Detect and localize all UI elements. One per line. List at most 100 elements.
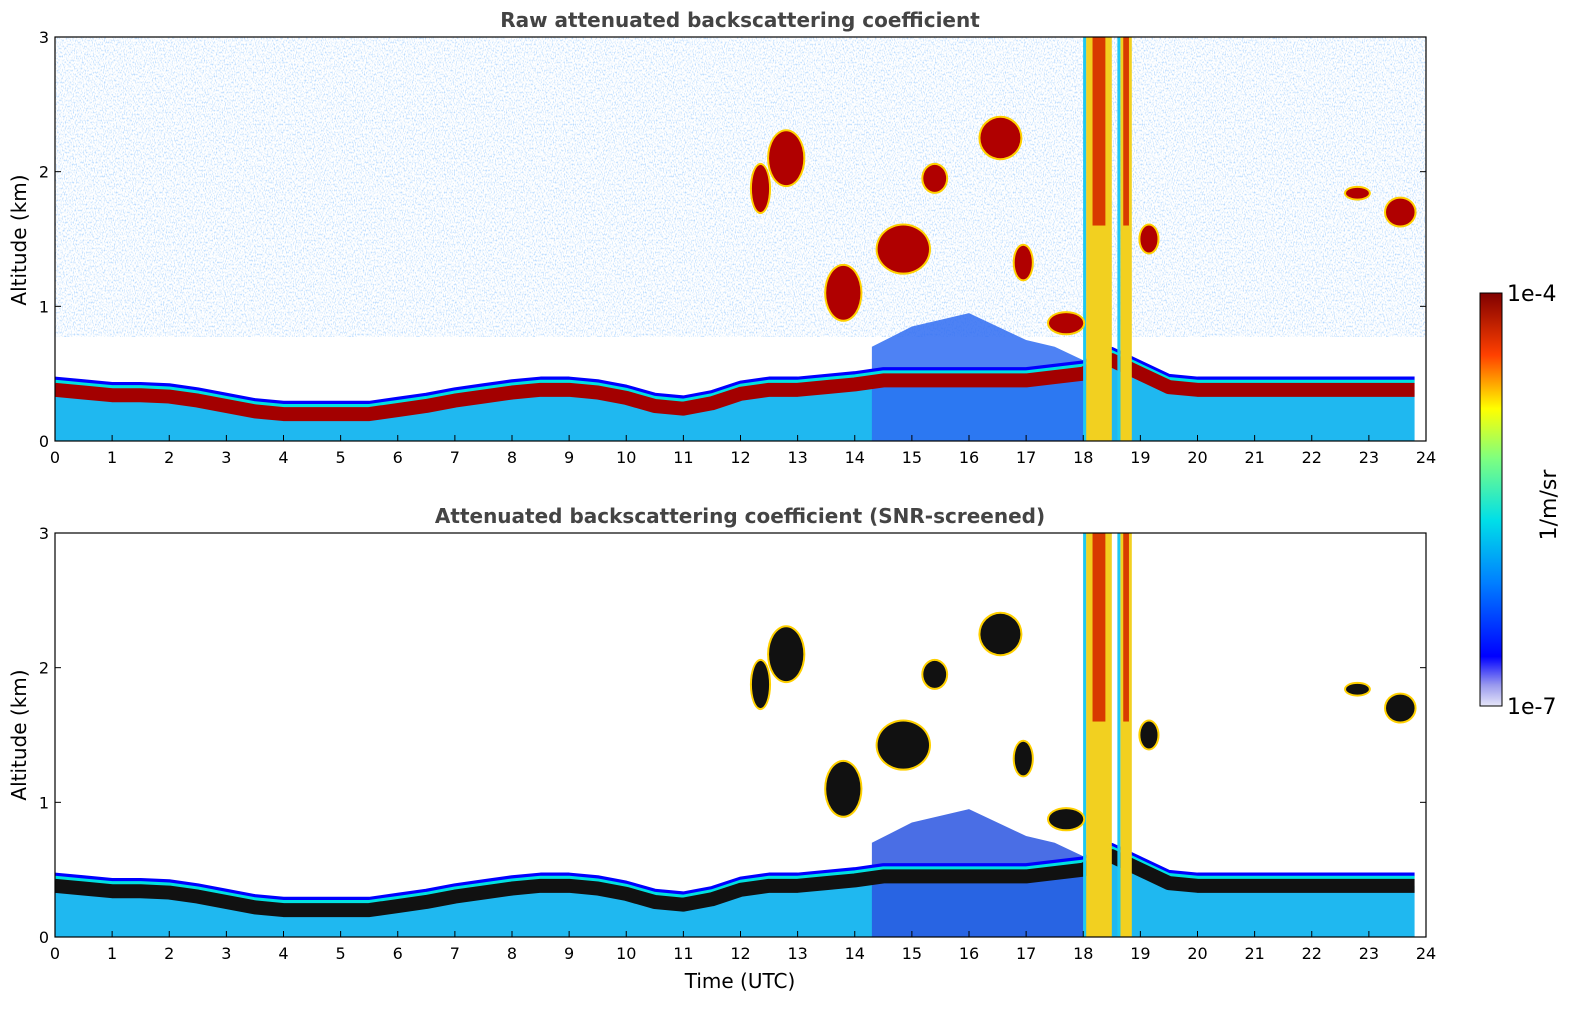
boundary-layer-top: [55, 353, 1415, 422]
x-tick-label: 14: [845, 944, 865, 963]
plot1-features: [55, 37, 1417, 441]
x-tick-label: 11: [673, 448, 693, 467]
precipitation-core: [1123, 533, 1129, 722]
y-tick-label: 2: [39, 163, 49, 182]
precipitation-core: [1092, 533, 1106, 722]
plot1-area: [55, 37, 1426, 441]
x-tick-label: 15: [902, 448, 922, 467]
x-tick-label: 0: [50, 944, 60, 963]
x-tick-label: 24: [1416, 448, 1436, 467]
layer-top-edge: [55, 842, 1415, 902]
x-tick-label: 10: [616, 944, 636, 963]
cloud: [1386, 694, 1415, 722]
cloud: [1014, 741, 1032, 776]
x-tick-label: 2: [164, 944, 174, 963]
x-tick-label: 17: [1016, 448, 1036, 467]
precipitation-column: [1120, 533, 1132, 937]
x-tick-label: 1: [107, 944, 117, 963]
x-tick-label: 19: [1130, 944, 1150, 963]
cloud: [1048, 313, 1084, 334]
x-tick-label: 6: [393, 448, 403, 467]
plot2-features: [55, 533, 1417, 937]
precipitation-edge: [1117, 37, 1121, 441]
x-tick-label: 23: [1359, 448, 1379, 467]
x-tick-label: 13: [787, 448, 807, 467]
x-tick-label: 18: [1073, 944, 1093, 963]
x-tick-label: 1: [107, 448, 117, 467]
cloud: [1048, 809, 1084, 830]
plot2-y-axis-label: Altitude (km): [7, 669, 31, 800]
x-tick-label: 7: [450, 944, 460, 963]
x-tick-label: 15: [902, 944, 922, 963]
x-tick-label: 6: [393, 944, 403, 963]
plot1-axes: 0 1 2 3 4 5 6 7 8 9 10 11 12 13 14 15 16 17 18 19 20 21 22 23 24…: [39, 28, 1436, 467]
colorbar: 1e-4 1e-7 1/m/sr: [1479, 282, 1562, 720]
x-tick-label: 5: [336, 448, 346, 467]
x-tick-label: 9: [564, 944, 574, 963]
y-tick-label: 2: [39, 659, 49, 678]
x-tick-label: 14: [845, 448, 865, 467]
x-tick-label: 0: [50, 448, 60, 467]
x-tick-label: 20: [1187, 448, 1207, 467]
colorbar-gradient: [1479, 292, 1503, 707]
x-tick-label: 11: [673, 944, 693, 963]
cloud: [769, 131, 804, 186]
plot2-background: [55, 533, 1426, 937]
layer-top-transition: [55, 350, 1415, 408]
x-tick-label: 17: [1016, 944, 1036, 963]
cloud: [980, 117, 1021, 159]
y-tick-label: 0: [39, 432, 49, 451]
cloud: [1346, 187, 1369, 199]
precipitation-edge: [1083, 37, 1087, 441]
x-tick-label: 10: [616, 448, 636, 467]
x-tick-label: 18: [1073, 448, 1093, 467]
x-tick-label: 5: [336, 944, 346, 963]
cloud: [769, 627, 804, 682]
x-tick-label: 3: [221, 944, 231, 963]
plot2-area: [55, 533, 1426, 937]
y-tick-label: 0: [39, 928, 49, 947]
precipitation-edge: [1083, 533, 1087, 937]
x-tick-label: 21: [1244, 944, 1264, 963]
cloud: [1014, 245, 1032, 280]
cloud: [1140, 721, 1158, 749]
cloud: [877, 721, 930, 769]
x-tick-label: 7: [450, 448, 460, 467]
plot2-axes: 0 1 2 3 4 5 6 7 8 9 10 11 12 13 14 15 16 17 18 19 20 21 22 23 24…: [39, 524, 1436, 963]
plot1-noise-layer: [55, 37, 1426, 337]
cloud: [826, 265, 861, 320]
x-tick-label: 24: [1416, 944, 1436, 963]
x-tick-label: 13: [787, 944, 807, 963]
plot2-title: Attenuated backscattering coefficient (S…: [435, 504, 1045, 528]
x-tick-label: 4: [278, 944, 288, 963]
x-tick-label: 8: [507, 448, 517, 467]
cloud: [751, 164, 770, 213]
x-tick-label: 8: [507, 944, 517, 963]
precipitation-core: [1092, 37, 1106, 226]
plot1-title: Raw attenuated backscattering coefficien…: [500, 8, 980, 32]
x-tick-label: 12: [730, 448, 750, 467]
x-tick-label: 23: [1359, 944, 1379, 963]
x-tick-label: 20: [1187, 944, 1207, 963]
x-tick-label: 22: [1302, 448, 1322, 467]
x-tick-label: 16: [959, 944, 979, 963]
colorbar-min-label: 1e-7: [1507, 695, 1556, 720]
cloud: [1386, 198, 1415, 226]
colorbar-unit-label: 1/m/sr: [1537, 469, 1562, 541]
layer-top-transition: [55, 846, 1415, 904]
precipitation-edge: [1117, 533, 1121, 937]
plot2-x-axis-label: Time (UTC): [684, 969, 796, 993]
cloud: [1140, 225, 1158, 253]
layer-top-edge: [55, 346, 1415, 406]
cloud: [980, 613, 1021, 655]
raw-noise: [55, 37, 1426, 337]
x-tick-label: 3: [221, 448, 231, 467]
precipitation-core: [1123, 37, 1129, 226]
colorbar-max-label: 1e-4: [1507, 282, 1556, 307]
x-tick-label: 12: [730, 944, 750, 963]
boundary-layer-top: [55, 849, 1415, 918]
cloud: [923, 660, 947, 688]
x-tick-label: 4: [278, 448, 288, 467]
cloud: [826, 761, 861, 816]
y-tick-label: 1: [39, 297, 49, 316]
